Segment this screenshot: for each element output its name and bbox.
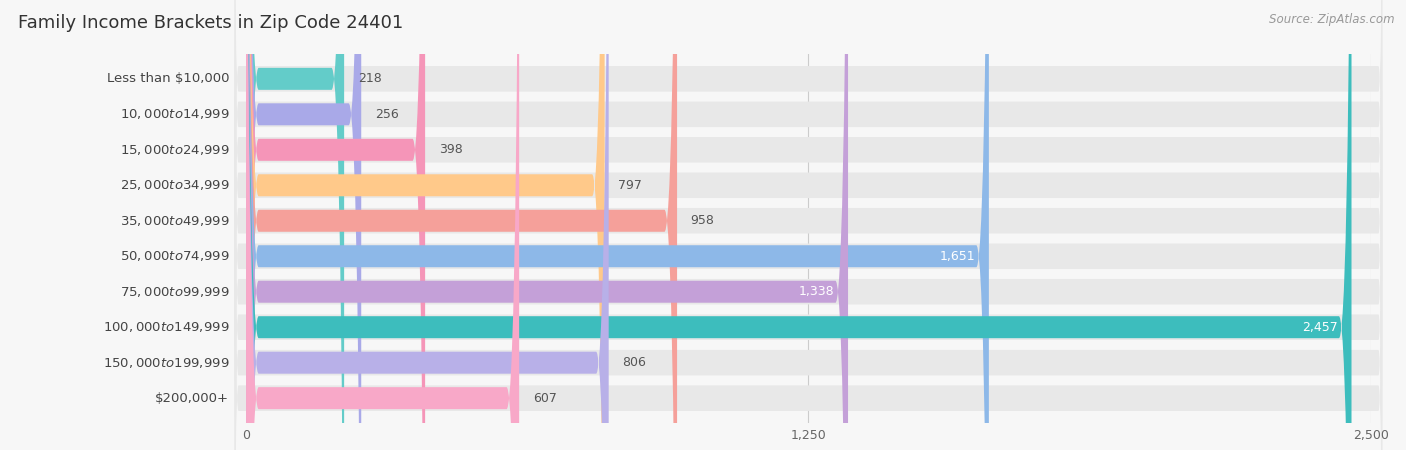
Text: Family Income Brackets in Zip Code 24401: Family Income Brackets in Zip Code 24401 (18, 14, 404, 32)
Text: $200,000+: $200,000+ (155, 392, 229, 405)
FancyBboxPatch shape (235, 0, 1382, 450)
FancyBboxPatch shape (235, 56, 1382, 450)
FancyBboxPatch shape (235, 127, 1382, 450)
Text: 1,651: 1,651 (939, 250, 976, 263)
Text: $25,000 to $34,999: $25,000 to $34,999 (120, 178, 229, 192)
Text: 806: 806 (623, 356, 647, 369)
Text: $35,000 to $49,999: $35,000 to $49,999 (120, 214, 229, 228)
FancyBboxPatch shape (246, 0, 425, 450)
FancyBboxPatch shape (235, 0, 1382, 450)
FancyBboxPatch shape (246, 0, 344, 450)
FancyBboxPatch shape (246, 0, 519, 450)
Text: $50,000 to $74,999: $50,000 to $74,999 (120, 249, 229, 263)
FancyBboxPatch shape (235, 0, 1382, 350)
Text: Source: ZipAtlas.com: Source: ZipAtlas.com (1270, 14, 1395, 27)
Text: 958: 958 (690, 214, 714, 227)
FancyBboxPatch shape (235, 21, 1382, 450)
Text: $150,000 to $199,999: $150,000 to $199,999 (103, 356, 229, 370)
FancyBboxPatch shape (246, 0, 678, 450)
Text: 218: 218 (357, 72, 381, 86)
Text: $75,000 to $99,999: $75,000 to $99,999 (120, 285, 229, 299)
FancyBboxPatch shape (246, 0, 1351, 450)
Text: 1,338: 1,338 (799, 285, 835, 298)
FancyBboxPatch shape (246, 0, 605, 450)
FancyBboxPatch shape (246, 0, 361, 450)
Text: $100,000 to $149,999: $100,000 to $149,999 (103, 320, 229, 334)
Text: 607: 607 (533, 392, 557, 405)
Text: 398: 398 (439, 143, 463, 156)
FancyBboxPatch shape (235, 0, 1382, 421)
Text: Less than $10,000: Less than $10,000 (107, 72, 229, 86)
FancyBboxPatch shape (246, 0, 609, 450)
FancyBboxPatch shape (235, 0, 1382, 385)
Text: 2,457: 2,457 (1302, 321, 1339, 334)
FancyBboxPatch shape (246, 0, 988, 450)
Text: 256: 256 (375, 108, 398, 121)
FancyBboxPatch shape (235, 0, 1382, 450)
Text: $15,000 to $24,999: $15,000 to $24,999 (120, 143, 229, 157)
FancyBboxPatch shape (246, 0, 848, 450)
Text: $10,000 to $14,999: $10,000 to $14,999 (120, 107, 229, 122)
Text: 797: 797 (619, 179, 643, 192)
FancyBboxPatch shape (235, 92, 1382, 450)
